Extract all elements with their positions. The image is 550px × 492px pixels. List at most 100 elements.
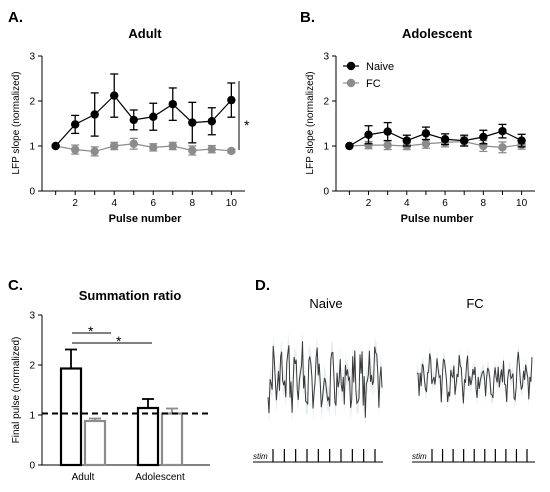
panel-letter-c: C. xyxy=(8,277,23,294)
data-point xyxy=(129,139,138,148)
panel-letter-b: B. xyxy=(300,9,315,26)
data-point xyxy=(498,143,507,152)
data-point xyxy=(421,129,431,138)
x-tick-label: 10 xyxy=(226,198,238,209)
significance-star: * xyxy=(244,117,250,133)
significance-star-1: * xyxy=(88,323,94,339)
y-axis-label: LFP slope (normalized) xyxy=(305,71,316,174)
legend-marker-naive xyxy=(346,61,356,71)
y-tick-label: 0 xyxy=(29,461,35,472)
x-tick-label: Adolescent xyxy=(135,472,185,483)
data-point xyxy=(383,140,392,150)
y-tick-label: 2 xyxy=(29,361,35,372)
trace-fc xyxy=(416,344,533,411)
trace-line xyxy=(267,341,383,418)
data-point xyxy=(498,126,507,136)
data-point xyxy=(207,144,217,154)
stim-label-naive: stim xyxy=(253,452,268,461)
chart-title: Adolescent xyxy=(402,26,473,41)
data-point xyxy=(364,130,373,139)
data-point xyxy=(479,132,488,142)
x-tick-label: 2 xyxy=(72,198,78,209)
data-point xyxy=(227,95,236,105)
trace-title-naive: Naive xyxy=(309,296,342,311)
bar xyxy=(59,367,83,467)
bar xyxy=(160,412,184,467)
legend-label-fc: FC xyxy=(366,78,381,90)
y-tick-label: 1 xyxy=(29,411,35,422)
y-tick-label: 2 xyxy=(29,97,35,108)
y-axis-label: Final pulse (normalized) xyxy=(11,337,22,444)
bar xyxy=(83,419,107,467)
data-point xyxy=(402,136,411,145)
x-tick-label: 4 xyxy=(111,198,117,209)
y-tick-label: 0 xyxy=(323,187,329,198)
y-tick-label: 3 xyxy=(29,311,35,322)
chart-adult: Adult LFP slope (normalized) Pulse numbe… xyxy=(11,26,250,225)
data-point xyxy=(168,99,177,109)
data-point xyxy=(188,118,197,127)
stim-pulses-naive xyxy=(253,449,383,463)
data-point xyxy=(149,143,158,152)
x-tick-label: 4 xyxy=(404,198,410,209)
trace-line xyxy=(416,351,533,404)
series-line xyxy=(55,143,232,153)
x-tick-label: 2 xyxy=(366,198,372,209)
data-point xyxy=(207,117,217,126)
lfp-traces: Naive FC stim stim xyxy=(253,296,535,463)
data-point xyxy=(517,136,526,145)
legend-marker-fc xyxy=(346,78,356,88)
data-point xyxy=(440,135,450,144)
legend-label-naive: Naive xyxy=(366,61,394,73)
y-tick-label: 2 xyxy=(323,97,329,108)
trace-title-fc: FC xyxy=(466,296,483,311)
panel-letter-d: D. xyxy=(255,277,270,294)
x-axis-label: Pulse number xyxy=(401,213,474,225)
x-tick-label: 6 xyxy=(150,198,156,209)
y-tick-label: 3 xyxy=(323,52,329,63)
chart-title: Adult xyxy=(128,26,162,41)
data-point xyxy=(90,147,99,156)
y-axis-label: LFP slope (normalized) xyxy=(11,71,22,174)
bar xyxy=(136,406,160,467)
trace-naive xyxy=(267,329,383,430)
data-point xyxy=(110,91,119,100)
data-point xyxy=(345,141,354,151)
significance-star-2: * xyxy=(116,333,122,349)
y-tick-label: 1 xyxy=(29,142,35,153)
series-line xyxy=(349,140,522,148)
x-tick-label: 6 xyxy=(442,198,448,209)
stim-label-fc: stim xyxy=(412,452,427,461)
data-point xyxy=(129,115,138,125)
legend: Naive FC xyxy=(343,61,394,90)
data-point xyxy=(70,120,80,129)
y-tick-label: 1 xyxy=(323,142,329,153)
chart-adolescent: Adolescent LFP slope (normalized) Pulse … xyxy=(305,26,535,225)
data-point xyxy=(421,139,431,148)
panel-letter-a: A. xyxy=(8,9,23,26)
stim-pulses-fc xyxy=(412,449,535,463)
data-point xyxy=(383,127,392,136)
series-line xyxy=(55,94,232,147)
x-tick-label: 8 xyxy=(481,198,487,209)
y-tick-label: 3 xyxy=(29,52,35,63)
x-axis-label: Pulse number xyxy=(109,213,182,225)
data-point xyxy=(364,140,373,150)
data-point xyxy=(70,145,80,154)
data-point xyxy=(460,136,469,145)
data-point xyxy=(90,110,99,119)
data-point xyxy=(227,146,236,156)
data-point xyxy=(168,141,177,151)
data-point xyxy=(188,146,197,155)
series-line xyxy=(349,130,522,147)
x-tick-label: 10 xyxy=(516,198,528,209)
chart-summation-ratio: Summation ratio Final pulse (normalized)… xyxy=(11,288,210,483)
x-tick-label: 8 xyxy=(190,198,196,209)
data-point xyxy=(51,141,60,151)
data-point xyxy=(149,112,158,121)
x-tick-label: Adult xyxy=(72,472,95,483)
y-tick-label: 0 xyxy=(29,187,35,198)
chart-title: Summation ratio xyxy=(79,288,182,303)
data-point xyxy=(110,141,119,151)
